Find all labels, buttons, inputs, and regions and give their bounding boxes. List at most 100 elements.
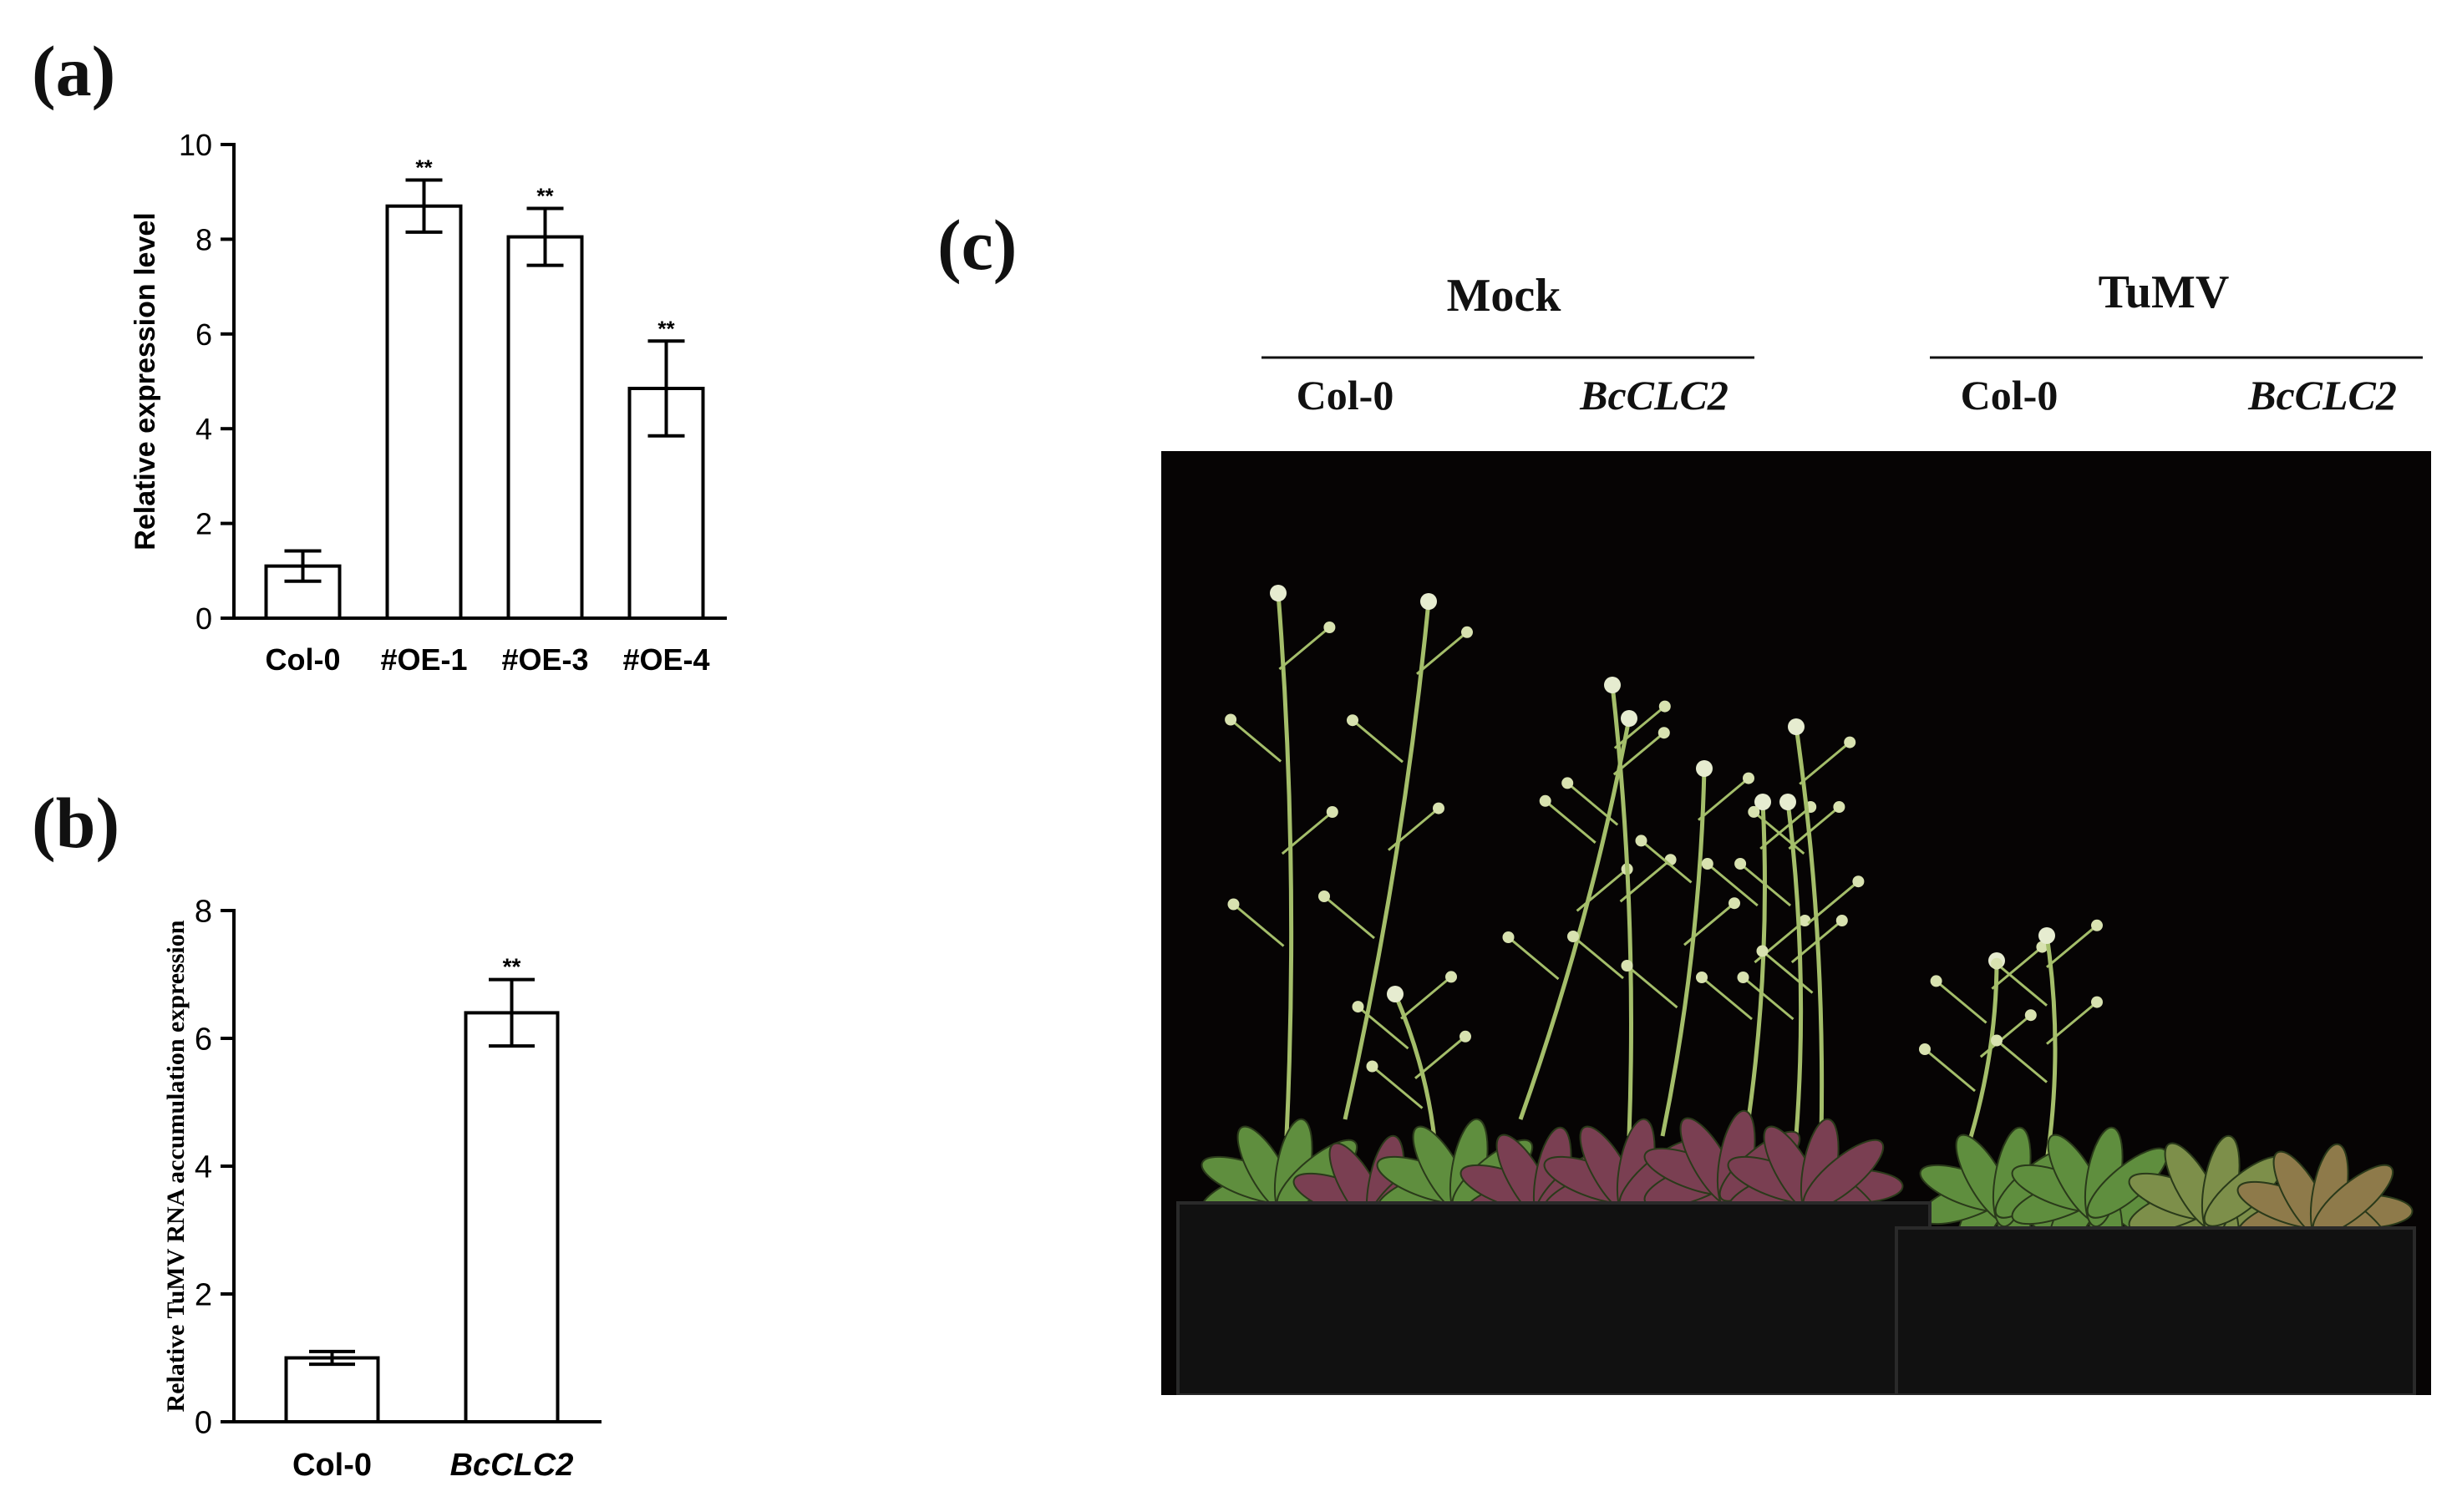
flower-bud xyxy=(1799,915,1811,926)
panel-c-headers: Mock TuMV Col-0 BcCLC2 Col-0 BcCLC2 xyxy=(1261,266,2423,419)
side-branch xyxy=(1640,840,1693,884)
flower-bud xyxy=(1323,622,1336,633)
side-branch xyxy=(1400,976,1452,1020)
side-branch xyxy=(1759,805,1812,850)
flower-bud xyxy=(1459,1030,1471,1043)
stem xyxy=(1794,726,1825,1137)
flower-bud xyxy=(1756,945,1769,957)
side-branch xyxy=(1352,719,1404,764)
group-label-tumv: TuMV xyxy=(2099,266,2230,318)
side-branch xyxy=(1701,976,1753,1021)
flower-bud xyxy=(1734,858,1747,870)
flower-bud xyxy=(1844,736,1856,748)
flower-bud xyxy=(1318,890,1330,902)
bar xyxy=(506,235,584,620)
flower-bud xyxy=(1991,957,2003,970)
y-tick-label: 8 xyxy=(195,222,212,256)
flower-bud xyxy=(1696,760,1713,777)
flower-bud xyxy=(1658,700,1671,713)
side-branch xyxy=(1278,626,1331,671)
flower-bud xyxy=(1366,1060,1378,1073)
flower-bud xyxy=(1347,714,1358,727)
y-tick-label: 6 xyxy=(195,317,212,352)
y-tick-label: 10 xyxy=(179,128,212,162)
stem xyxy=(1343,601,1431,1120)
panel-label-a: (a) xyxy=(32,31,116,111)
flower-bud xyxy=(1748,805,1760,818)
pot xyxy=(1895,1226,2416,1395)
y-axis-label: Relative expression level xyxy=(129,212,161,550)
flower-bud xyxy=(1754,794,1771,810)
flower-bud xyxy=(1387,986,1404,1002)
y-tick-label: 4 xyxy=(195,1150,212,1185)
stem xyxy=(1276,592,1294,1137)
side-branch xyxy=(1626,964,1678,1009)
inflorescence-stems xyxy=(1225,585,2103,1170)
side-branch xyxy=(2046,924,2098,968)
flower-bud xyxy=(1502,931,1515,943)
bar xyxy=(385,204,463,621)
side-branch xyxy=(1799,741,1851,785)
x-tick-label: #OE-1 xyxy=(380,642,467,677)
side-branch xyxy=(1613,705,1666,749)
flower-bud xyxy=(1779,794,1796,810)
side-branch xyxy=(1807,880,1860,925)
flower-bud xyxy=(2091,919,2103,931)
flower-bud xyxy=(1635,835,1647,847)
group-label-mock: Mock xyxy=(1447,270,1562,322)
flower-bud xyxy=(1919,1043,1931,1055)
side-branch xyxy=(1935,980,1987,1024)
side-branch xyxy=(1788,805,1840,850)
significance-mark: ** xyxy=(503,954,521,980)
panel-label-c: (c) xyxy=(937,205,1018,285)
side-branch xyxy=(2046,1001,2098,1045)
flower-bud xyxy=(1991,1034,2003,1047)
flower-bud xyxy=(2091,996,2103,1008)
side-branch xyxy=(1576,868,1628,912)
flower-bud xyxy=(1326,806,1338,818)
side-branch xyxy=(1979,1014,2032,1058)
flower-bud xyxy=(1833,801,1845,813)
x-tick-label: #OE-4 xyxy=(622,642,709,677)
side-branch xyxy=(1507,936,1560,981)
y-tick-label: 2 xyxy=(195,507,212,541)
side-branch xyxy=(1991,946,2043,990)
significance-mark: ** xyxy=(536,184,554,209)
flower-bud xyxy=(1852,875,1865,888)
stem xyxy=(1610,684,1633,1137)
flower-bud xyxy=(2036,941,2048,953)
y-tick-label: 0 xyxy=(195,1406,212,1441)
flower-bud xyxy=(1352,1001,1364,1013)
side-branch xyxy=(1357,1005,1409,1050)
flower-bud xyxy=(1567,931,1579,942)
flower-bud xyxy=(1696,972,1708,983)
flower-bud xyxy=(1561,777,1574,789)
plant-photo xyxy=(1161,451,2431,1395)
x-tick-label: Col-0 xyxy=(266,642,341,677)
flower-bud xyxy=(1445,971,1457,983)
flower-bud xyxy=(1788,718,1805,735)
side-branch xyxy=(1230,718,1282,763)
pot xyxy=(1176,1201,1932,1395)
side-branch xyxy=(1753,810,1805,855)
x-tick-label: #OE-3 xyxy=(501,642,588,677)
side-branch xyxy=(1544,799,1597,844)
side-branch xyxy=(1698,777,1749,821)
flower-bud xyxy=(1737,972,1749,983)
chart-a: Col-0 ** #OE-1 ** #OE-3 ** #OE-4 0 2 4 6 8 10 Relativ… xyxy=(129,128,727,677)
flower-bud xyxy=(1539,794,1551,807)
y-tick-label: 0 xyxy=(195,601,212,636)
flower-bud xyxy=(1621,710,1637,727)
side-branch xyxy=(1761,950,1814,994)
bar xyxy=(464,1011,560,1423)
y-tick-label: 4 xyxy=(195,412,212,446)
flower-bud xyxy=(1657,727,1670,739)
side-branch xyxy=(1414,1035,1466,1079)
y-tick-label: 6 xyxy=(195,1022,212,1058)
side-branch xyxy=(1683,902,1735,946)
side-branch xyxy=(1924,1048,1976,1093)
flower-bud xyxy=(1701,858,1713,870)
flower-bud xyxy=(1743,772,1754,784)
side-branch xyxy=(1232,903,1285,947)
flower-bud xyxy=(1433,802,1444,814)
